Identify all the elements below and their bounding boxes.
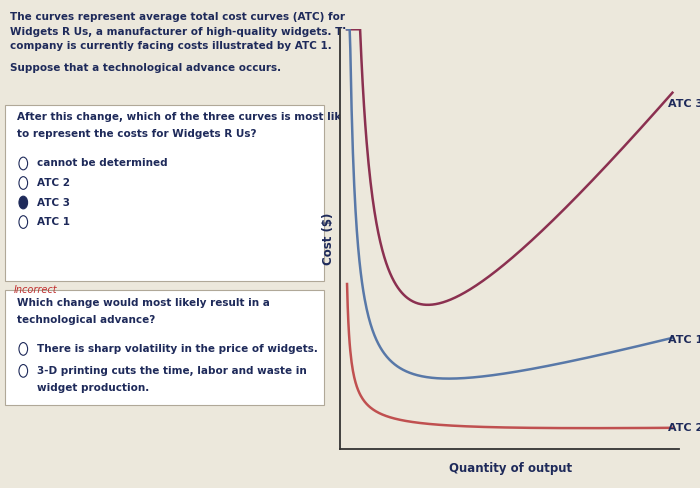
- Text: 3-D printing cuts the time, labor and waste in: 3-D printing cuts the time, labor and wa…: [36, 366, 307, 376]
- Circle shape: [19, 177, 27, 189]
- Text: ATC 3: ATC 3: [36, 198, 69, 207]
- Circle shape: [19, 343, 27, 355]
- Text: ATC 3: ATC 3: [668, 99, 700, 109]
- Text: cannot be determined: cannot be determined: [36, 159, 167, 168]
- Text: Quantity of output: Quantity of output: [449, 462, 573, 475]
- Text: to represent the costs for Widgets R Us?: to represent the costs for Widgets R Us?: [17, 129, 256, 139]
- Text: ATC 1: ATC 1: [668, 335, 700, 345]
- Circle shape: [19, 365, 27, 377]
- Text: widget production.: widget production.: [36, 383, 149, 393]
- Circle shape: [19, 216, 27, 228]
- Circle shape: [19, 157, 27, 170]
- Text: There is sharp volatility in the price of widgets.: There is sharp volatility in the price o…: [36, 344, 317, 354]
- Circle shape: [19, 196, 27, 209]
- Y-axis label: Cost ($): Cost ($): [322, 213, 335, 265]
- Text: technological advance?: technological advance?: [17, 315, 155, 325]
- Text: After this change, which of the three curves is most likely: After this change, which of the three cu…: [17, 112, 358, 122]
- FancyBboxPatch shape: [5, 105, 324, 281]
- Text: company is currently facing costs illustrated by ATC 1.: company is currently facing costs illust…: [10, 41, 332, 51]
- Text: ATC 2: ATC 2: [668, 423, 700, 433]
- Text: Suppose that a technological advance occurs.: Suppose that a technological advance occ…: [10, 63, 281, 73]
- FancyBboxPatch shape: [5, 290, 324, 405]
- Text: Which change would most likely result in a: Which change would most likely result in…: [17, 298, 270, 307]
- Text: Widgets R Us, a manufacturer of high-quality widgets. The: Widgets R Us, a manufacturer of high-qua…: [10, 27, 357, 37]
- Text: ATC 1: ATC 1: [36, 217, 69, 227]
- Text: Incorrect: Incorrect: [13, 285, 57, 295]
- Text: ATC 2: ATC 2: [36, 178, 69, 188]
- Text: The curves represent average total cost curves (ATC) for: The curves represent average total cost …: [10, 12, 345, 22]
